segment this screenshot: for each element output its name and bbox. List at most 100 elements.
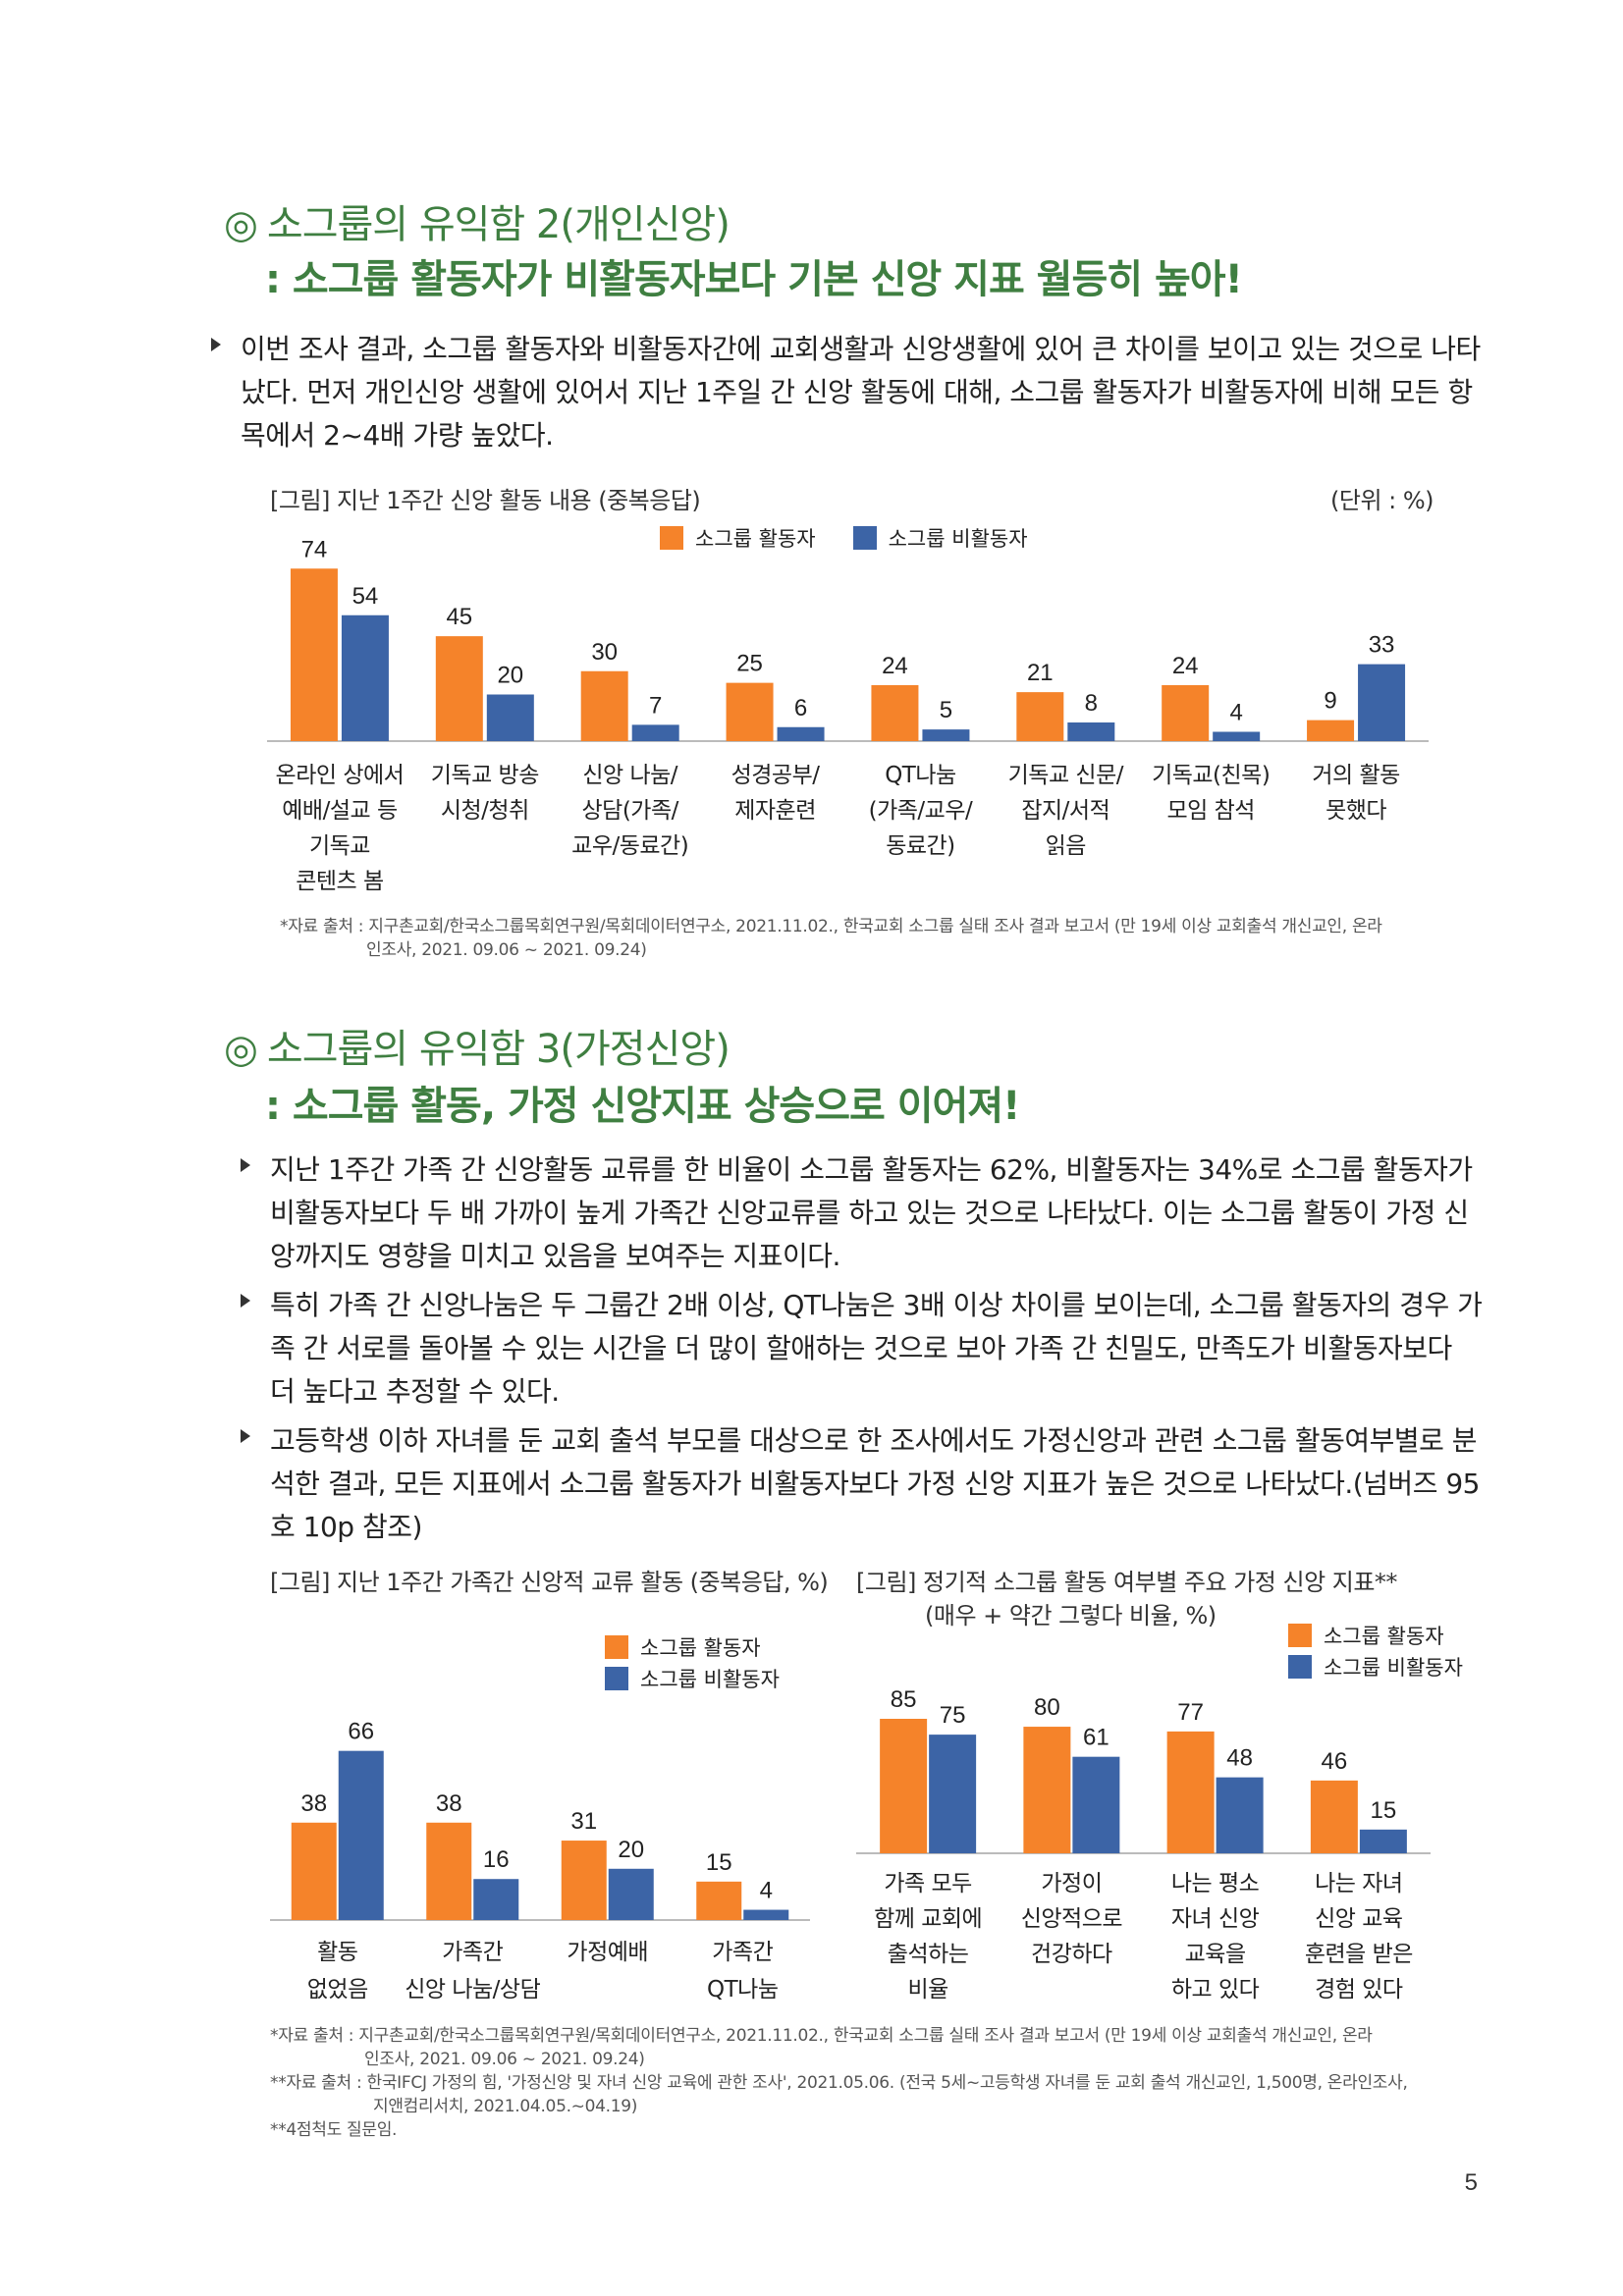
bar-active-3	[580, 670, 628, 741]
legend-item: 소그룹 비활동자	[605, 1663, 780, 1694]
category-label: 가족간	[712, 1940, 773, 1965]
bar-active-3	[1166, 1731, 1215, 1853]
category-label: 기독교(친목)	[1152, 763, 1270, 788]
section1-subheading: : 소그룹 활동자가 비활동자보다 기본 신앙 지표 월등히 높아!	[265, 257, 1243, 302]
data-label: 8	[1085, 690, 1098, 717]
data-label: 15	[1371, 1797, 1397, 1824]
bar-active-7	[1162, 685, 1210, 741]
bar-active-4	[1310, 1780, 1358, 1853]
data-label: 75	[940, 1702, 966, 1729]
category-label: 출석하는	[888, 1942, 969, 1967]
chart-family-faith-indicators: 85 75 가족 모두 함께 교회에 출석하는 비율 80 61 가정이 신앙적으로 건강하다 77 4…	[856, 1629, 1445, 2022]
category-label: 교우/동료간)	[571, 833, 688, 859]
section-mark: ◎	[224, 202, 258, 247]
data-label: 80	[1034, 1694, 1060, 1721]
data-label: 30	[591, 639, 618, 666]
legend-item: 소그룹 활동자	[1288, 1620, 1463, 1651]
source-line: 인조사, 2021. 09.06 ~ 2021. 09.24)	[366, 940, 647, 960]
section2-heading-text: 소그룹의 유익함 3(가정신앙)	[266, 1027, 730, 1072]
category-label: 신앙 나눔/	[582, 763, 677, 788]
bar-active-2	[426, 1822, 472, 1920]
data-label: 45	[446, 604, 472, 630]
bar-inactive-4	[1359, 1829, 1407, 1853]
category-label: 경험 있다	[1315, 1977, 1403, 2002]
category-label: 함께 교회에	[874, 1906, 982, 1932]
legend-item: 소그룹 활동자	[660, 522, 816, 554]
bullet-icon	[241, 1429, 250, 1443]
bullet-icon	[241, 1294, 250, 1308]
legend-item: 소그룹 비활동자	[1288, 1651, 1463, 1682]
legend-label: 소그룹 비활동자	[888, 527, 1028, 551]
section2-paragraph-1: 지난 1주간 가족 간 신앙활동 교류를 한 비율이 소그룹 활동자는 62%,…	[241, 1148, 1483, 1278]
bar-inactive-8	[1358, 664, 1406, 741]
source-line: 지앤컴리서치, 2021.04.05.~04.19)	[373, 2097, 638, 2116]
category-label: 거의 활동	[1312, 763, 1399, 788]
paragraph-text: 고등학생 이하 자녀를 둔 교회 출석 부모를 대상으로 한 조사에서도 가정신…	[270, 1424, 1480, 1543]
bar-active-1	[880, 1719, 928, 1853]
category-label: 예배/설교 등	[282, 798, 397, 824]
category-label: 신앙적으로	[1021, 1906, 1122, 1932]
bar-inactive-3	[631, 724, 679, 741]
bar-inactive-2	[1072, 1756, 1120, 1853]
source-line: *자료 출처 : 지구촌교회/한국소그룹목회연구원/목회데이터연구소, 2021…	[270, 2026, 1373, 2046]
bar-inactive-1	[341, 614, 389, 741]
bar-inactive-1	[338, 1750, 384, 1920]
bar-inactive-3	[608, 1868, 654, 1920]
legend-swatch	[660, 526, 683, 550]
category-label: 가족간	[442, 1940, 503, 1965]
data-label: 31	[570, 1808, 597, 1835]
category-label: 가정이	[1041, 1871, 1102, 1896]
data-label: 61	[1083, 1725, 1109, 1751]
source-line: 인조사, 2021. 09.06 ~ 2021. 09.24)	[364, 2050, 645, 2069]
category-label: (가족/교우/	[869, 798, 973, 824]
data-label: 38	[436, 1790, 462, 1817]
legend-label: 소그룹 비활동자	[640, 1668, 780, 1691]
legend-item: 소그룹 비활동자	[852, 522, 1028, 554]
section2-paragraph-2: 특히 가족 간 신앙나눔은 두 그룹간 2배 이상, QT나눔은 3배 이상 차…	[241, 1284, 1483, 1414]
data-label: 24	[882, 653, 908, 679]
category-label: 건강하다	[1031, 1942, 1112, 1967]
section2-source: *자료 출처 : 지구촌교회/한국소그룹목회연구원/목회데이터연구소, 2021…	[270, 2024, 1468, 2142]
paragraph-text: 지난 1주간 가족 간 신앙활동 교류를 한 비율이 소그룹 활동자는 62%,…	[270, 1153, 1473, 1272]
section2-paragraph-3: 고등학생 이하 자녀를 둔 교회 출석 부모를 대상으로 한 조사에서도 가정신…	[241, 1419, 1483, 1549]
bar-active-8	[1307, 720, 1355, 741]
category-label: 기독교 신문/	[1008, 763, 1124, 788]
data-label: 66	[348, 1719, 374, 1745]
data-label: 74	[301, 536, 328, 562]
data-label: 20	[618, 1837, 644, 1863]
bar-active-1	[291, 1822, 337, 1920]
paragraph-text: 특히 가족 간 신앙나눔은 두 그룹간 2배 이상, QT나눔은 3배 이상 차…	[270, 1289, 1483, 1408]
category-label: 교육을	[1185, 1942, 1246, 1967]
bar-active-2	[1023, 1727, 1071, 1853]
section1-heading-text: 소그룹의 유익함 2(개인신앙)	[266, 202, 730, 247]
page-number: 5	[1464, 2169, 1478, 2196]
data-label: 7	[649, 692, 662, 719]
bar-active-2	[435, 636, 483, 741]
bar-active-4	[726, 682, 774, 741]
bar-active-4	[696, 1881, 742, 1920]
bar-inactive-2	[473, 1879, 519, 1920]
legend-label: 소그룹 활동자	[1324, 1625, 1444, 1648]
category-label: 훈련을 받은	[1305, 1942, 1413, 1967]
data-label: 16	[483, 1846, 510, 1873]
category-label: 온라인 상에서	[276, 763, 405, 788]
figure1-unit: (단위 : %)	[1330, 487, 1434, 514]
chart-weekly-faith-activities: 74 54 온라인 상에서 예배/설교 등 기독교 콘텐츠 봄 45 20 기독교 방송 시청/청…	[265, 520, 1434, 913]
chart-family-faith-exchange: 38 66 활동 없었음 38 16 가족간 신앙 나눔/상담 31 20 가정예배 15 4 가족간 QT…	[270, 1629, 839, 2002]
section1-heading: ◎ 소그룹의 유익함 2(개인신앙)	[224, 192, 730, 249]
data-label: 77	[1177, 1699, 1204, 1726]
category-label: 시청/청취	[441, 798, 529, 824]
source-line: *자료 출처 : 지구촌교회/한국소그룹목회연구원/목회데이터연구소, 2021…	[280, 917, 1382, 936]
data-label: 6	[794, 695, 807, 721]
bar-inactive-4	[777, 726, 825, 741]
data-label: 5	[940, 697, 952, 723]
category-label: 모임 참석	[1166, 798, 1254, 824]
bar-inactive-3	[1216, 1777, 1264, 1853]
data-label: 20	[497, 663, 523, 689]
data-label: 9	[1324, 688, 1336, 715]
legend-label: 소그룹 활동자	[640, 1636, 761, 1660]
data-label: 48	[1226, 1745, 1253, 1772]
legend-label: 소그룹 활동자	[695, 527, 816, 551]
